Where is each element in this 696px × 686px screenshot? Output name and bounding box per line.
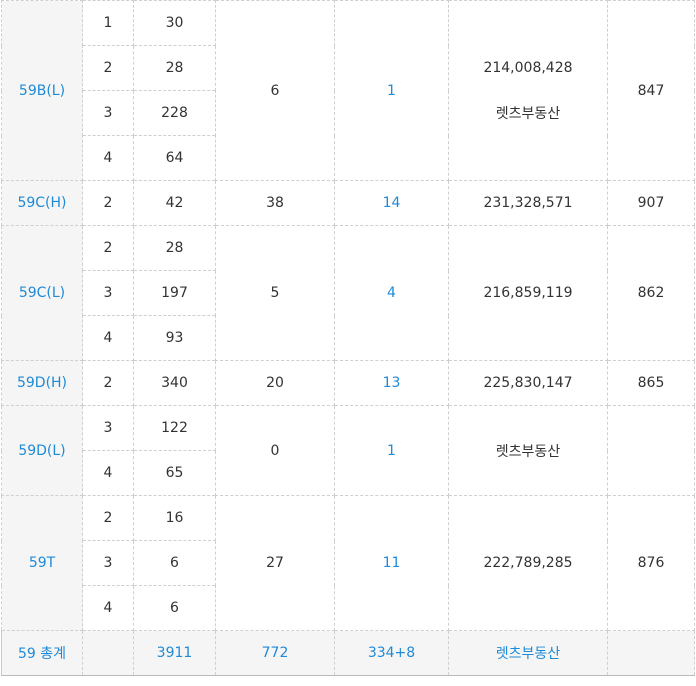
total-col-c: 772 xyxy=(215,630,335,676)
sub-col-a: 2 xyxy=(82,360,134,406)
sub-col-b: 28 xyxy=(133,45,216,91)
unit-type-cell: 59B(L) xyxy=(1,0,83,181)
col-f-cell: 847 xyxy=(607,0,695,181)
sub-col-b: 197 xyxy=(133,270,216,316)
table-row: 3 6 xyxy=(2,540,695,586)
col-e-line: 214,008,428 xyxy=(483,59,573,76)
col-f-cell: 865 xyxy=(607,360,695,406)
sub-col-b: 64 xyxy=(133,135,216,181)
sub-col-b: 16 xyxy=(133,495,216,541)
col-c-cell: 0 xyxy=(215,405,335,496)
total-label: 59 총계 xyxy=(1,630,83,676)
table-row: 4 93 xyxy=(2,315,695,361)
col-e-cell: 214,008,428 렛츠부동산 xyxy=(448,0,608,181)
col-d-cell: 11 xyxy=(334,495,449,631)
sub-col-b: 30 xyxy=(133,0,216,46)
col-c-cell: 20 xyxy=(215,360,335,406)
col-c-cell: 27 xyxy=(215,495,335,631)
col-c-cell: 38 xyxy=(215,180,335,226)
col-c-cell: 6 xyxy=(215,0,335,181)
unit-type-cell: 59C(L) xyxy=(1,225,83,361)
table-row: 3 197 xyxy=(2,270,695,316)
col-e-cell: 216,859,119 xyxy=(448,225,608,361)
sub-col-a: 1 xyxy=(82,0,134,46)
col-d-cell: 13 xyxy=(334,360,449,406)
sub-col-a: 2 xyxy=(82,45,134,91)
table-row: 59B(L) 1 30 6 1 214,008,428 렛츠부동산 847 xyxy=(1,0,695,181)
total-row: 59 총계 3911 772 334+8 렛츠부동산 xyxy=(1,630,695,676)
sub-col-b: 228 xyxy=(133,90,216,136)
col-e-cell: 225,830,147 xyxy=(448,360,608,406)
sub-col-b: 42 xyxy=(133,180,216,226)
col-f-cell: 862 xyxy=(607,225,695,361)
total-col-e: 렛츠부동산 xyxy=(448,630,608,676)
sub-col-b: 28 xyxy=(133,225,216,271)
col-c-cell: 5 xyxy=(215,225,335,361)
sub-col-b: 65 xyxy=(133,450,216,496)
col-f-cell: 907 xyxy=(607,180,695,226)
col-d-cell: 14 xyxy=(334,180,449,226)
unit-type-cell: 59D(H) xyxy=(1,360,83,406)
sub-col-a: 3 xyxy=(82,405,134,451)
col-e-cell: 222,789,285 xyxy=(448,495,608,631)
table-row: 2 28 xyxy=(2,45,695,91)
table-row: 59C(L) 2 28 5 4 216,859,119 862 xyxy=(1,225,695,361)
table-row: 59T 2 16 27 11 222,789,285 876 xyxy=(1,495,695,631)
col-e-line: 렛츠부동산 xyxy=(495,105,561,122)
sub-col-a: 4 xyxy=(82,315,134,361)
sub-col-b: 6 xyxy=(133,585,216,631)
table-row: 59D(L) 3 122 0 1 렛츠부동산 xyxy=(1,405,695,496)
col-f-cell xyxy=(607,405,695,496)
table-row: 59D(H) 2 340 20 13 225,830,147 865 xyxy=(1,360,695,406)
col-d-cell: 1 xyxy=(334,405,449,496)
total-col-f xyxy=(607,630,695,676)
col-f-cell: 876 xyxy=(607,495,695,631)
sub-col-a: 4 xyxy=(82,135,134,181)
total-col-a xyxy=(82,630,134,676)
total-col-d: 334+8 xyxy=(334,630,449,676)
sub-col-a: 2 xyxy=(82,225,134,271)
sub-col-a: 3 xyxy=(82,90,134,136)
table-row: 59C(H) 2 42 38 14 231,328,571 907 xyxy=(1,180,695,226)
table-row: 3 228 xyxy=(2,90,695,136)
col-e-cell: 231,328,571 xyxy=(448,180,608,226)
sub-col-a: 2 xyxy=(82,180,134,226)
sub-col-a: 3 xyxy=(82,540,134,586)
unit-type-cell: 59C(H) xyxy=(1,180,83,226)
sub-col-a: 2 xyxy=(82,495,134,541)
sub-col-a: 3 xyxy=(82,270,134,316)
sub-col-a: 4 xyxy=(82,585,134,631)
sub-col-b: 122 xyxy=(133,405,216,451)
total-col-b: 3911 xyxy=(133,630,216,676)
unit-type-cell: 59D(L) xyxy=(1,405,83,496)
sub-col-b: 340 xyxy=(133,360,216,406)
sub-col-a: 4 xyxy=(82,450,134,496)
sub-col-b: 93 xyxy=(133,315,216,361)
col-d-cell: 1 xyxy=(334,0,449,181)
sub-col-b: 6 xyxy=(133,540,216,586)
col-e-cell: 렛츠부동산 xyxy=(448,405,608,496)
col-d-cell: 4 xyxy=(334,225,449,361)
unit-type-cell: 59T xyxy=(1,495,83,631)
